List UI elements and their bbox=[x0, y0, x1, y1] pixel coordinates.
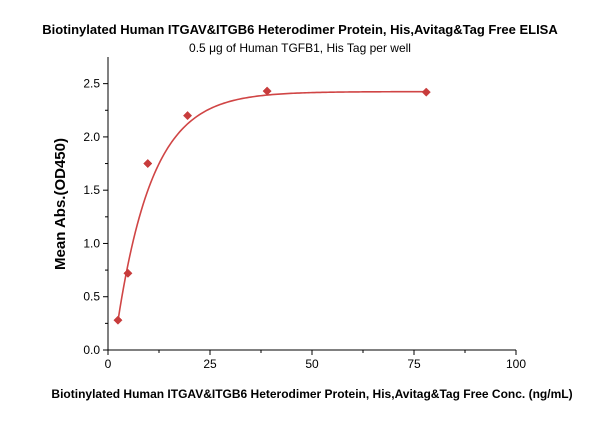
data-point-diamond bbox=[183, 111, 193, 121]
x-tick-label: 75 bbox=[407, 357, 421, 371]
y-tick-label: 0.0 bbox=[83, 343, 100, 357]
x-ticks: 0 25 50 75 100 bbox=[105, 350, 526, 371]
chart-subtitle: 0.5 μg of Human TGFB1, His Tag per well bbox=[189, 41, 411, 55]
y-tick-label: 1.0 bbox=[83, 236, 100, 250]
x-tick-label: 0 bbox=[105, 357, 112, 371]
chart-title: Biotinylated Human ITGAV&ITGB6 Heterodim… bbox=[42, 22, 558, 37]
y-tick-label: 2.0 bbox=[83, 130, 100, 144]
x-axis-title: Biotinylated Human ITGAV&ITGB6 Heterodim… bbox=[51, 387, 572, 401]
data-points bbox=[113, 86, 431, 325]
data-point-diamond bbox=[123, 268, 133, 278]
y-ticks: 0.0 0.5 1.0 1.5 2.0 2.5 bbox=[83, 77, 108, 357]
y-tick-label: 2.5 bbox=[83, 77, 100, 91]
plot-axes bbox=[107, 57, 516, 351]
y-axis-title: Mean Abs.(OD450) bbox=[52, 138, 69, 270]
x-tick-label: 50 bbox=[305, 357, 319, 371]
x-tick-label: 25 bbox=[203, 357, 217, 371]
y-tick-label: 0.5 bbox=[83, 290, 100, 304]
x-tick-label: 100 bbox=[506, 357, 526, 371]
data-point-diamond bbox=[113, 315, 123, 325]
data-point-diamond bbox=[421, 87, 431, 97]
data-point-diamond bbox=[262, 86, 272, 96]
data-point-diamond bbox=[143, 158, 153, 169]
y-tick-label: 1.5 bbox=[83, 183, 100, 197]
fit-curve bbox=[117, 90, 427, 322]
